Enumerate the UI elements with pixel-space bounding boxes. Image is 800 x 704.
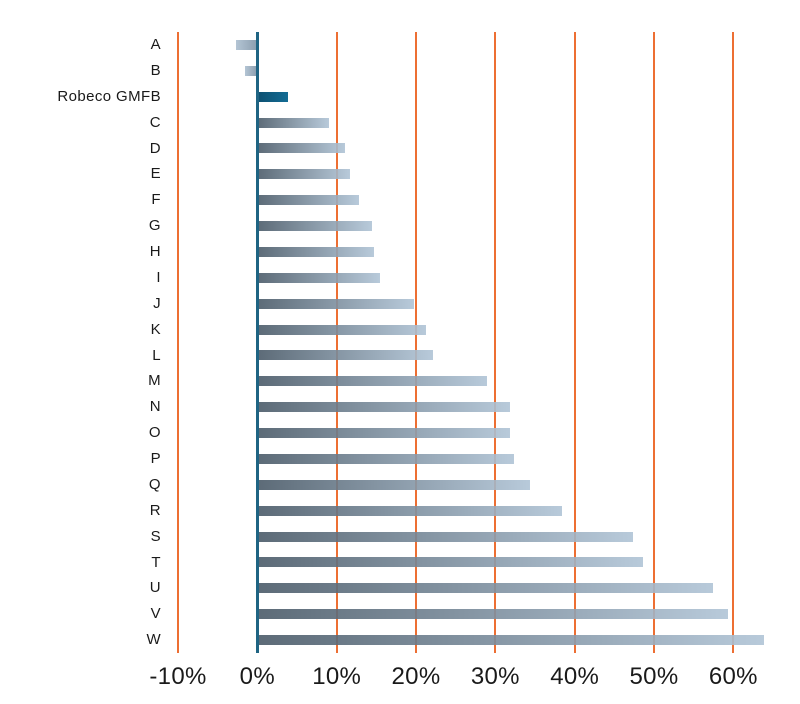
category-label-k: K xyxy=(150,320,161,338)
gridline-50pct xyxy=(653,32,655,653)
bar-d xyxy=(257,143,345,154)
category-label-h: H xyxy=(149,243,161,260)
category-label-o: O xyxy=(148,424,161,442)
bar-f xyxy=(257,195,359,206)
bar-i xyxy=(257,272,380,283)
bar-l xyxy=(257,350,434,361)
category-label-robeco-gmfb: Robeco GMFB xyxy=(57,87,161,105)
category-label-i: I xyxy=(156,268,161,286)
bar-c xyxy=(257,117,329,128)
bar-k xyxy=(257,324,426,335)
x-tick-label: 60% xyxy=(708,663,758,690)
bar-b xyxy=(244,65,258,76)
x-tick-label: 50% xyxy=(629,663,679,690)
category-label-q: Q xyxy=(148,475,161,493)
category-label-c: C xyxy=(149,113,161,131)
category-label-f: F xyxy=(151,191,161,209)
x-tick-label: 0% xyxy=(239,663,275,690)
category-label-g: G xyxy=(148,217,161,235)
bar-o xyxy=(257,428,510,439)
category-label-s: S xyxy=(150,527,161,545)
x-tick-label: 30% xyxy=(470,663,520,690)
category-label-w: W xyxy=(146,631,161,649)
category-label-n: N xyxy=(149,398,161,416)
bar-m xyxy=(257,376,487,387)
bar-j xyxy=(257,298,415,309)
category-label-e: E xyxy=(150,165,161,183)
gridline-40pct xyxy=(573,32,576,653)
x-tick-label: 40% xyxy=(550,663,600,690)
gridline--10pct xyxy=(177,32,179,653)
category-label-b: B xyxy=(150,61,161,79)
x-tick-label: -10% xyxy=(149,663,207,690)
category-label-t: T xyxy=(151,553,161,571)
category-label-m: M xyxy=(148,372,161,390)
bar-u xyxy=(257,583,714,594)
bar-h xyxy=(257,246,374,257)
category-label-v: V xyxy=(150,605,161,623)
category-label-j: J xyxy=(153,294,161,312)
bar-p xyxy=(257,453,514,464)
bar-n xyxy=(257,402,510,413)
bar-t xyxy=(257,557,643,568)
category-label-a: A xyxy=(150,36,161,53)
category-label-p: P xyxy=(150,450,161,467)
gridline-60pct xyxy=(732,32,735,653)
category-label-d: D xyxy=(149,139,161,157)
x-tick-label: 10% xyxy=(312,663,362,690)
gridline-20pct xyxy=(415,32,417,653)
bar-v xyxy=(257,609,728,620)
category-label-r: R xyxy=(149,501,161,519)
gridline-30pct xyxy=(494,32,497,653)
bar-s xyxy=(257,531,634,542)
bar-robeco-gmfb xyxy=(257,91,289,102)
bar-e xyxy=(257,169,351,180)
category-label-l: L xyxy=(152,346,161,364)
gridline-10pct xyxy=(335,32,338,653)
zero-axis-line xyxy=(255,32,259,653)
bar-r xyxy=(257,505,562,516)
x-tick-label: 20% xyxy=(391,663,441,690)
category-label-u: U xyxy=(149,579,161,597)
bar-q xyxy=(257,479,531,490)
bar-a xyxy=(235,39,258,50)
bar-g xyxy=(257,221,372,232)
bar-w xyxy=(257,635,765,646)
